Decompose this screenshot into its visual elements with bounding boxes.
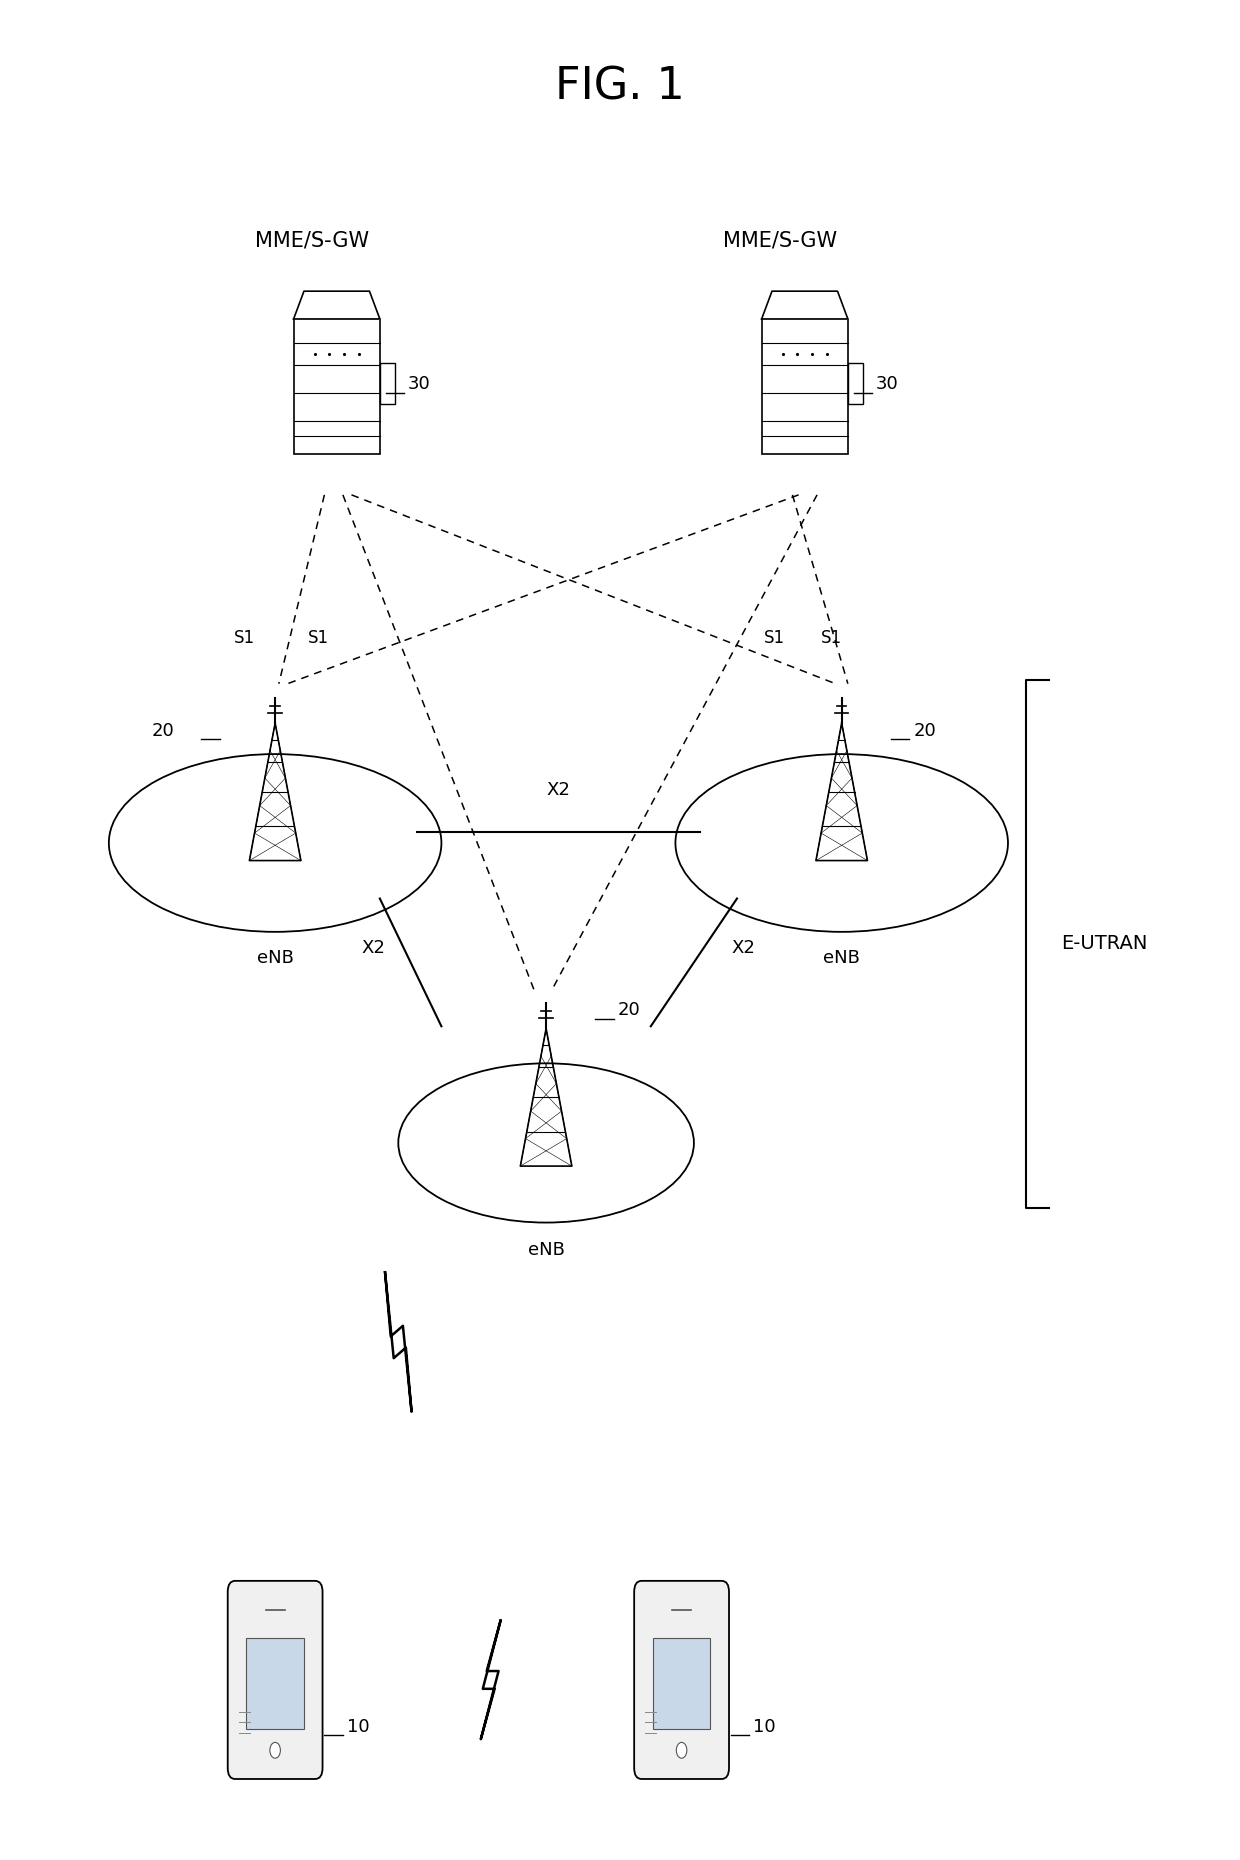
Text: MME/S-GW: MME/S-GW <box>255 231 370 251</box>
Text: 10: 10 <box>753 1719 776 1735</box>
Text: MME/S-GW: MME/S-GW <box>723 231 837 251</box>
Polygon shape <box>761 292 848 318</box>
FancyBboxPatch shape <box>652 1637 711 1730</box>
FancyBboxPatch shape <box>634 1581 729 1778</box>
FancyBboxPatch shape <box>228 1581 322 1778</box>
Polygon shape <box>294 292 379 318</box>
Text: 20: 20 <box>618 1001 640 1019</box>
Text: E-UTRAN: E-UTRAN <box>1061 934 1147 954</box>
Circle shape <box>676 1743 687 1758</box>
Text: X2: X2 <box>732 939 755 958</box>
Text: eNB: eNB <box>528 1241 564 1259</box>
Circle shape <box>270 1743 280 1758</box>
Text: 30: 30 <box>408 376 432 392</box>
FancyBboxPatch shape <box>379 363 396 404</box>
FancyBboxPatch shape <box>761 318 848 454</box>
Text: X2: X2 <box>547 781 570 798</box>
Text: S1: S1 <box>821 629 842 647</box>
Text: X2: X2 <box>362 939 386 958</box>
Text: 30: 30 <box>877 376 899 392</box>
Text: FIG. 1: FIG. 1 <box>556 65 684 110</box>
Text: eNB: eNB <box>257 949 294 967</box>
Text: S1: S1 <box>764 629 785 647</box>
FancyBboxPatch shape <box>294 318 379 454</box>
Text: S1: S1 <box>234 629 255 647</box>
FancyBboxPatch shape <box>247 1637 304 1730</box>
FancyBboxPatch shape <box>848 363 863 404</box>
Text: 10: 10 <box>346 1719 370 1735</box>
Text: S1: S1 <box>308 629 329 647</box>
Text: 20: 20 <box>913 722 936 740</box>
Text: 20: 20 <box>153 722 175 740</box>
Text: eNB: eNB <box>823 949 861 967</box>
